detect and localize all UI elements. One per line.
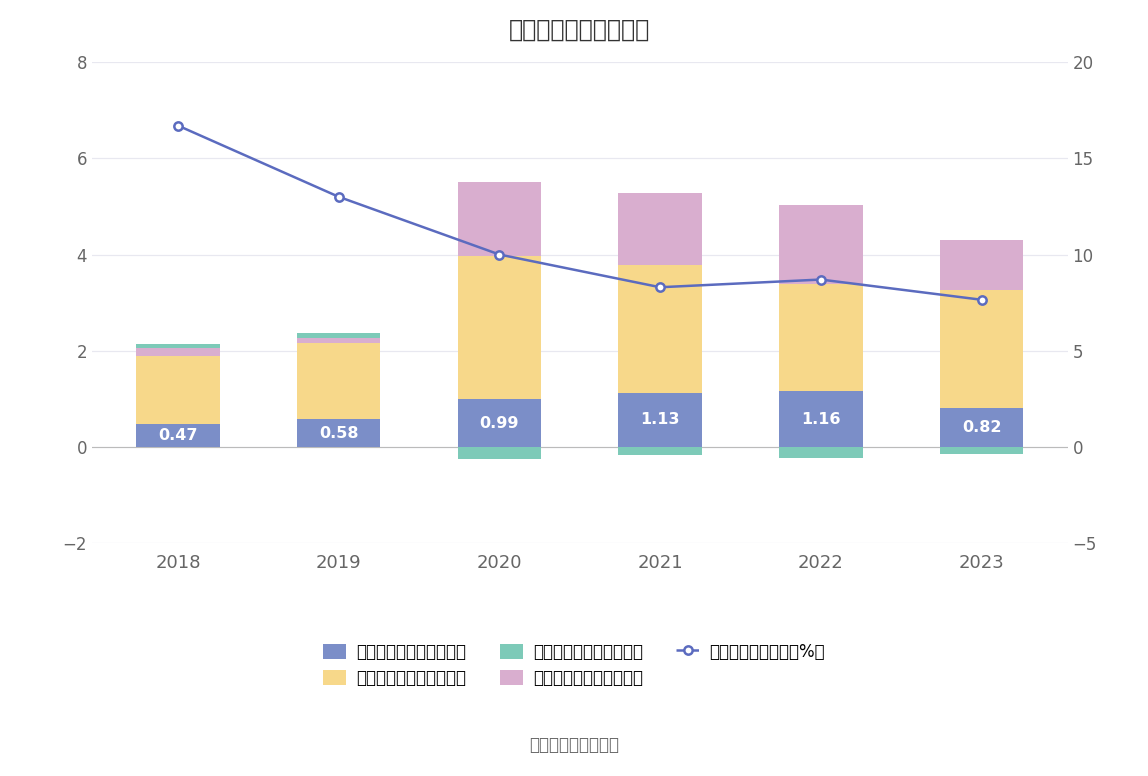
Text: 0.82: 0.82 (962, 420, 1001, 435)
Bar (458, 256, 541, 400)
Bar (137, 424, 219, 447)
Bar (297, 338, 380, 343)
Bar (458, 447, 541, 459)
Bar (940, 289, 1023, 407)
Bar (137, 344, 219, 348)
Bar (940, 447, 1023, 454)
Text: 1.16: 1.16 (801, 411, 840, 427)
Bar (458, 400, 541, 447)
Bar (779, 284, 862, 391)
Bar (137, 356, 219, 424)
Bar (940, 240, 1023, 289)
Bar (619, 193, 701, 265)
Text: 0.58: 0.58 (319, 425, 358, 441)
Bar (297, 419, 380, 447)
Bar (779, 205, 862, 284)
Bar (779, 447, 862, 458)
Bar (619, 265, 701, 393)
Bar (137, 348, 219, 356)
Bar (458, 182, 541, 256)
Text: 1.13: 1.13 (641, 412, 680, 428)
Text: 0.47: 0.47 (158, 428, 197, 443)
Text: 数据来源：恒生聚源: 数据来源：恒生聚源 (529, 736, 619, 754)
Bar (297, 343, 380, 419)
Bar (779, 391, 862, 447)
Bar (940, 407, 1023, 447)
Text: 0.99: 0.99 (480, 416, 519, 431)
Bar (619, 447, 701, 456)
Title: 历年期间费用变化情况: 历年期间费用变化情况 (509, 18, 651, 42)
Bar (619, 393, 701, 447)
Bar (297, 334, 380, 338)
Legend: 左轴：销售费用（亿元）, 左轴：管理费用（亿元）, 左轴：财务费用（亿元）, 左轴：研发费用（亿元）, 右轴：期间费用率（%）: 左轴：销售费用（亿元）, 左轴：管理费用（亿元）, 左轴：财务费用（亿元）, 左… (316, 636, 832, 694)
